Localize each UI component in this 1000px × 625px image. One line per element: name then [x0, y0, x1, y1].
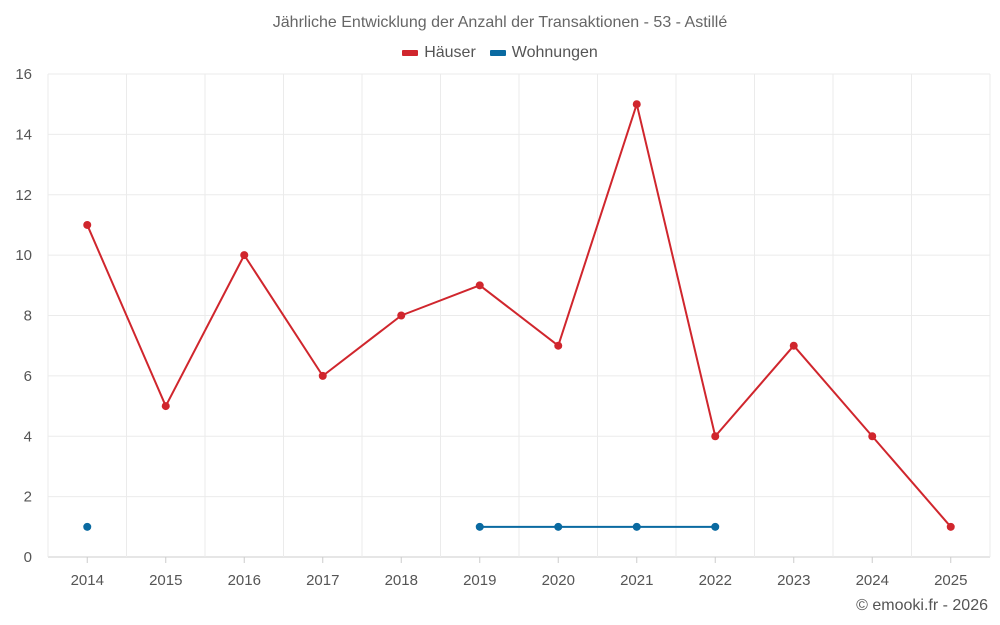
x-tick-label: 2014 — [71, 572, 104, 589]
data-point-wohnungen[interactable] — [711, 522, 720, 531]
legend: Häuser Wohnungen — [0, 44, 1000, 62]
data-point-wohnungen[interactable] — [554, 522, 563, 531]
x-tick-label: 2017 — [306, 572, 339, 589]
x-tick-label: 2020 — [542, 572, 575, 589]
chart-title: Jährliche Entwicklung der Anzahl der Tra… — [272, 14, 728, 31]
data-point-haeuser[interactable] — [83, 220, 92, 229]
y-tick-label: 4 — [24, 428, 32, 445]
x-tick-label: 2024 — [856, 572, 889, 589]
y-tick-label: 2 — [24, 489, 32, 506]
legend-swatch-haeuser — [402, 50, 419, 56]
x-axis: 2014 2015 2016 2017 2018 2019 2020 2021 2022 2023… — [71, 557, 967, 589]
credit-text: © emooki.fr - 2026 — [856, 597, 988, 614]
data-point-haeuser[interactable] — [240, 251, 249, 260]
data-point-haeuser[interactable] — [318, 371, 327, 380]
x-tick-label: 2018 — [385, 572, 418, 589]
x-tick-label: 2023 — [777, 572, 810, 589]
y-tick-label: 0 — [24, 549, 32, 566]
data-point-wohnungen[interactable] — [632, 522, 641, 531]
legend-item-wohnungen[interactable]: Wohnungen — [489, 44, 598, 62]
y-tick-label: 8 — [24, 308, 32, 325]
y-tick-label: 16 — [15, 66, 32, 83]
data-point-haeuser[interactable] — [789, 341, 798, 350]
y-tick-label: 14 — [15, 126, 32, 143]
y-tick-label: 12 — [15, 187, 32, 204]
y-tick-label: 10 — [15, 247, 32, 264]
legend-label-wohnungen: Wohnungen — [511, 44, 598, 61]
data-point-haeuser[interactable] — [475, 281, 484, 290]
data-point-haeuser[interactable] — [711, 432, 720, 441]
legend-item-haeuser[interactable]: Häuser — [402, 44, 476, 62]
data-point-haeuser[interactable] — [946, 522, 955, 531]
y-axis: 0 2 4 6 8 10 12 14 16 — [15, 66, 32, 566]
y-tick-label: 6 — [24, 368, 32, 385]
x-tick-label: 2015 — [149, 572, 182, 589]
data-point-wohnungen[interactable] — [475, 522, 484, 531]
x-tick-label: 2022 — [699, 572, 732, 589]
data-point-haeuser[interactable] — [868, 432, 877, 441]
data-point-wohnungen[interactable] — [83, 522, 92, 531]
legend-label-haeuser: Häuser — [424, 44, 476, 61]
data-point-haeuser[interactable] — [632, 100, 641, 109]
x-tick-label: 2021 — [620, 572, 653, 589]
series-layer — [83, 100, 955, 531]
data-point-haeuser[interactable] — [161, 402, 170, 411]
legend-swatch-wohnungen — [489, 50, 506, 56]
x-tick-label: 2016 — [228, 572, 261, 589]
data-point-haeuser[interactable] — [397, 311, 406, 320]
x-tick-label: 2025 — [934, 572, 967, 589]
x-tick-label: 2019 — [463, 572, 496, 589]
series-line-haeuser — [86, 103, 952, 528]
data-point-haeuser[interactable] — [554, 341, 563, 350]
